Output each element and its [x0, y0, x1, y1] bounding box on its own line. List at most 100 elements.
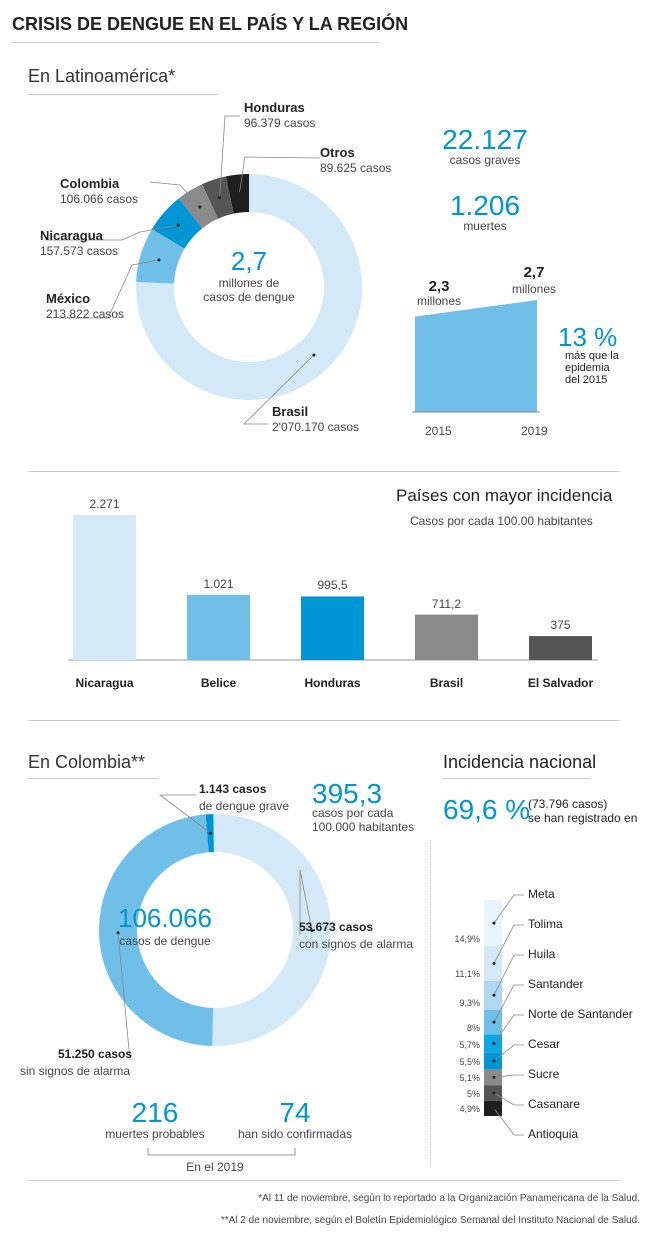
muertes-col-label: muertes probables — [105, 1127, 205, 1141]
latam-heading: En Latinoamérica* — [28, 66, 176, 86]
year-label: En el 2019 — [186, 1160, 244, 1174]
stack-pct: 14,9% — [454, 934, 480, 945]
leader-line — [493, 924, 524, 964]
leader-line-dot — [198, 205, 202, 209]
slice-otros — [225, 174, 249, 214]
pie-label-desc: de dengue grave — [199, 799, 290, 813]
growth-unit: millones — [416, 294, 461, 308]
leader-line-dot — [312, 353, 316, 357]
leader-line-dot — [208, 831, 212, 835]
stack-pct: 4,9% — [459, 1104, 480, 1114]
confirmadas-value: 74 — [279, 1097, 311, 1128]
page-title: CRISIS DE DENGUE EN EL PAÍS Y LA REGIÓN — [12, 14, 409, 34]
bar-el-salvador — [529, 636, 592, 660]
slice-con-signos-de-alarma — [212, 813, 332, 1047]
bar-nicaragua — [73, 515, 136, 660]
leader-line — [158, 794, 211, 834]
leader-line — [243, 354, 315, 425]
bar-honduras — [301, 596, 364, 660]
leader-line — [493, 894, 524, 924]
leader-line-dot — [237, 191, 241, 195]
rate-label: 100.000 habitantes — [312, 820, 415, 834]
growth-area — [415, 300, 537, 412]
leader-line-dot — [492, 1020, 496, 1024]
pie-label-cases: 2'070.170 casos — [272, 420, 360, 434]
bar-category-label: Nicaragua — [75, 676, 134, 690]
pie-label-cases: 89.625 casos — [320, 161, 392, 175]
leader-line-dot — [492, 1041, 496, 1045]
latam-center-label: millones de — [218, 276, 280, 290]
stack-pct: 11,1% — [455, 968, 480, 979]
leader-line-dot — [492, 993, 496, 997]
stack-label: Meta — [528, 887, 555, 901]
leader-line — [45, 224, 179, 241]
incidencia-heading: Incidencia nacional — [443, 752, 597, 772]
leader-line-dot — [492, 921, 496, 925]
pie-label-cases: 96.379 casos — [244, 116, 316, 130]
confirmadas-label: han sido confirmadas — [237, 1127, 353, 1141]
muertes-label: muertes — [463, 219, 507, 233]
leader-line-dot — [492, 1059, 496, 1063]
graves-value: 22.127 — [442, 124, 528, 155]
bar-value-label: 2.271 — [89, 497, 120, 511]
bar-chart-title: Países con mayor incidencia — [396, 486, 613, 505]
pie-label-cases: 213.822 casos — [46, 307, 125, 321]
pie-label-country: México — [46, 291, 91, 306]
footnote: **Al 2 de noviembre, según el Boletín Ep… — [220, 1215, 640, 1226]
leader-line — [493, 954, 524, 996]
graves-label: casos graves — [449, 153, 521, 167]
bar-chart-subtitle: Casos por cada 100.00 habitantes — [410, 514, 593, 528]
pie-label-desc: sin signos de alarma — [20, 1064, 131, 1078]
bar-belice — [187, 594, 250, 660]
growth-pct-label: epidemia — [565, 362, 610, 374]
leader-line-dot — [157, 258, 161, 262]
bar-category-label: El Salvador — [527, 676, 594, 690]
bar-value-label: 711,2 — [431, 596, 462, 611]
pie-label-country: Nicaragua — [40, 228, 103, 243]
pie-label-cases: 157.573 casos — [40, 244, 119, 258]
leader-line-dot — [492, 1091, 496, 1095]
leader-line — [493, 1014, 524, 1044]
bar-value-label: 995,5 — [317, 578, 348, 593]
growth-x-2019: 2019 — [521, 424, 548, 438]
leader-line — [493, 1044, 524, 1062]
colombia-heading: En Colombia** — [28, 752, 146, 772]
leader-line-dot — [176, 223, 180, 227]
pie-label-cases: 51.250 casos — [58, 1047, 133, 1061]
rate-value: 395,3 — [312, 778, 383, 809]
leader-line — [219, 115, 240, 198]
stack-label: Santander — [528, 977, 584, 991]
growth-2015-value: 2,3 — [428, 278, 450, 295]
pie-label-country: Colombia — [60, 176, 120, 191]
stack-pct: 5,5% — [459, 1057, 480, 1068]
bar-category-label: Belice — [200, 676, 237, 690]
leader-line — [117, 932, 131, 1061]
leader-line — [493, 1108, 524, 1136]
slice-brasil — [135, 174, 363, 400]
leader-line-dot — [492, 962, 496, 966]
stack-label: Huila — [528, 947, 556, 961]
leader-line — [299, 869, 313, 935]
stack-label: Sucre — [528, 1067, 560, 1081]
stack-label: Cesar — [528, 1037, 561, 1051]
growth-unit: millones — [511, 282, 556, 296]
muertes-value: 1.206 — [449, 190, 521, 221]
pie-label-country: Honduras — [244, 100, 305, 115]
growth-pct: 13 % — [558, 322, 618, 352]
footnote: *Al 11 de noviembre, según lo reportado … — [258, 1193, 640, 1204]
slice-honduras — [202, 176, 234, 219]
slice-m-xico — [136, 229, 185, 284]
slice-sin-signos-de-alarma — [99, 814, 214, 1046]
bar-value-label: 375 — [550, 618, 571, 633]
stack-label: Norte de Santander — [528, 1007, 633, 1021]
leader-line-dot — [492, 1106, 496, 1110]
growth-x-2015: 2015 — [425, 424, 452, 438]
colombia-center-value: 106.066 — [118, 903, 212, 933]
latam-center-label: casos de dengue — [203, 290, 295, 304]
stack-label: Tolima — [528, 917, 563, 931]
bracket — [147, 1148, 296, 1156]
stack-pct: 5,1% — [459, 1073, 480, 1084]
leader-line — [493, 1074, 524, 1078]
stack-pct: 5,7% — [459, 1040, 480, 1051]
